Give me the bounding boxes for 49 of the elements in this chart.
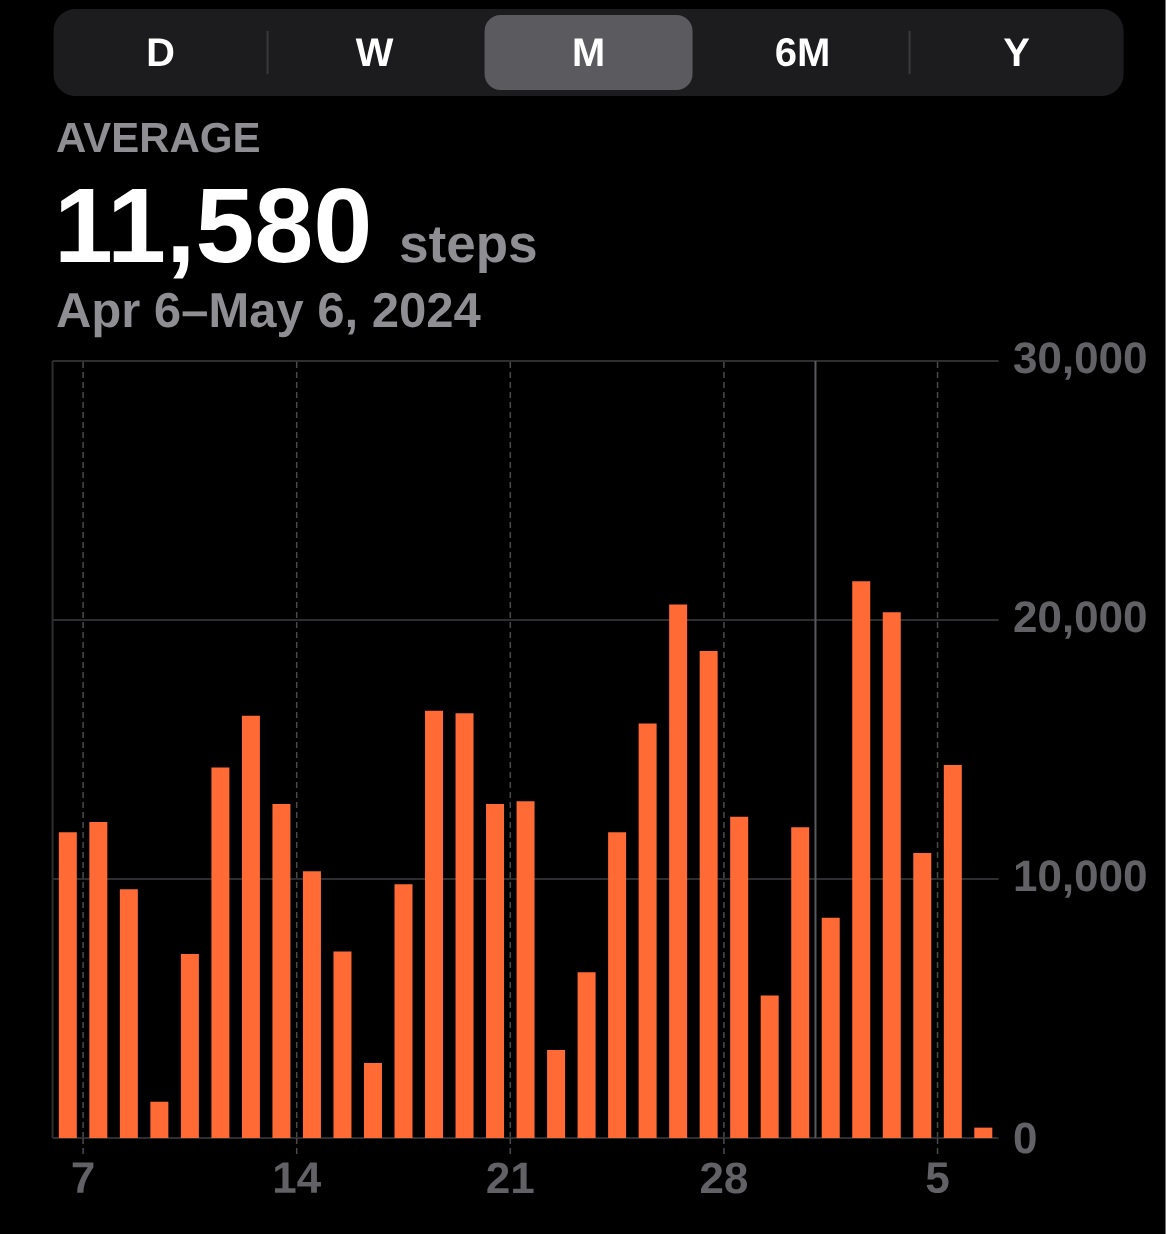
x-tick-label: 14 [275,1162,322,1193]
bar [699,651,718,1138]
bar [303,871,322,1138]
bar [425,710,444,1138]
bar [333,951,352,1138]
bar [730,816,749,1138]
bar [455,713,474,1138]
bar [242,715,261,1138]
bar [394,884,413,1138]
chart-subtitle: Apr 6–May 6, 2024 [57,292,481,338]
bar [852,581,871,1138]
text: W [355,38,394,66]
bar [547,1049,566,1138]
x-tick-label: 5 [926,1162,949,1194]
text: 11,580 [60,187,369,279]
chart-title: AVERAGE [57,122,260,153]
x-tick-label: 21 [487,1162,534,1194]
bar [59,832,78,1138]
y-tick-label: 30,000 [1014,342,1146,380]
bar [913,853,932,1138]
bar [577,972,596,1138]
x-tick-label: 7 [72,1162,94,1193]
text: D [149,38,174,66]
bar [516,801,535,1138]
bar [211,767,230,1138]
bar [760,995,779,1138]
text: M [574,38,603,66]
bar [638,723,657,1138]
bar [364,1062,383,1138]
bar [272,803,291,1138]
bar [150,1101,169,1138]
text: 6M [776,38,828,67]
bar [181,954,200,1138]
bar [882,612,901,1138]
bar [669,604,688,1138]
bar [89,822,108,1138]
x-tick-label: 28 [701,1162,748,1194]
bar [608,832,627,1138]
y-tick-label: 10,000 [1015,860,1146,898]
bar [944,765,963,1138]
bar [486,803,505,1138]
bar [821,917,840,1138]
y-tick-label: 20,000 [1014,601,1146,639]
text: steps [401,227,536,273]
bar [791,827,810,1138]
y-tick-label: 0 [1014,1122,1036,1154]
text: Y [1004,38,1030,66]
bar [120,889,139,1138]
bar [974,1127,993,1138]
